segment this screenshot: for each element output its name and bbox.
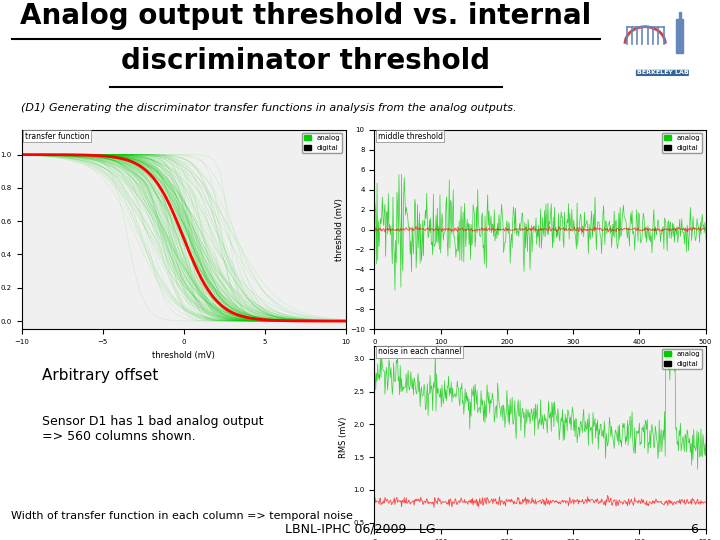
Text: discriminator threshold: discriminator threshold (122, 46, 490, 75)
Text: noise in each channel: noise in each channel (378, 347, 461, 356)
Legend: analog, digital: analog, digital (662, 349, 702, 369)
Legend: analog, digital: analog, digital (662, 133, 702, 153)
Text: 6: 6 (690, 523, 698, 536)
Bar (676, 19, 683, 53)
X-axis label: channel number: channel number (505, 350, 575, 360)
Text: middle threshold: middle threshold (378, 132, 443, 140)
Text: LBNL-IPHC 06/2009 - LG: LBNL-IPHC 06/2009 - LG (284, 523, 436, 536)
Text: Analog output threshold vs. internal: Analog output threshold vs. internal (20, 2, 592, 30)
Text: Width of transfer function in each column => temporal noise: Width of transfer function in each colum… (11, 511, 353, 521)
Y-axis label: threshold (mV): threshold (mV) (336, 198, 344, 261)
Legend: analog, digital: analog, digital (302, 133, 342, 153)
Text: Arbitrary offset: Arbitrary offset (42, 368, 158, 383)
Text: transfer function: transfer function (24, 132, 89, 140)
Text: Sensor D1 has 1 bad analog output
=> 560 columns shown.: Sensor D1 has 1 bad analog output => 560… (42, 415, 264, 443)
X-axis label: threshold (mV): threshold (mV) (152, 350, 215, 360)
Y-axis label: RMS (mV): RMS (mV) (339, 417, 348, 458)
Text: (D1) Generating the discriminator transfer functions in analysis from the analog: (D1) Generating the discriminator transf… (22, 103, 517, 113)
Text: BERKELEY LAB: BERKELEY LAB (636, 70, 688, 76)
Bar (678, 12, 681, 19)
